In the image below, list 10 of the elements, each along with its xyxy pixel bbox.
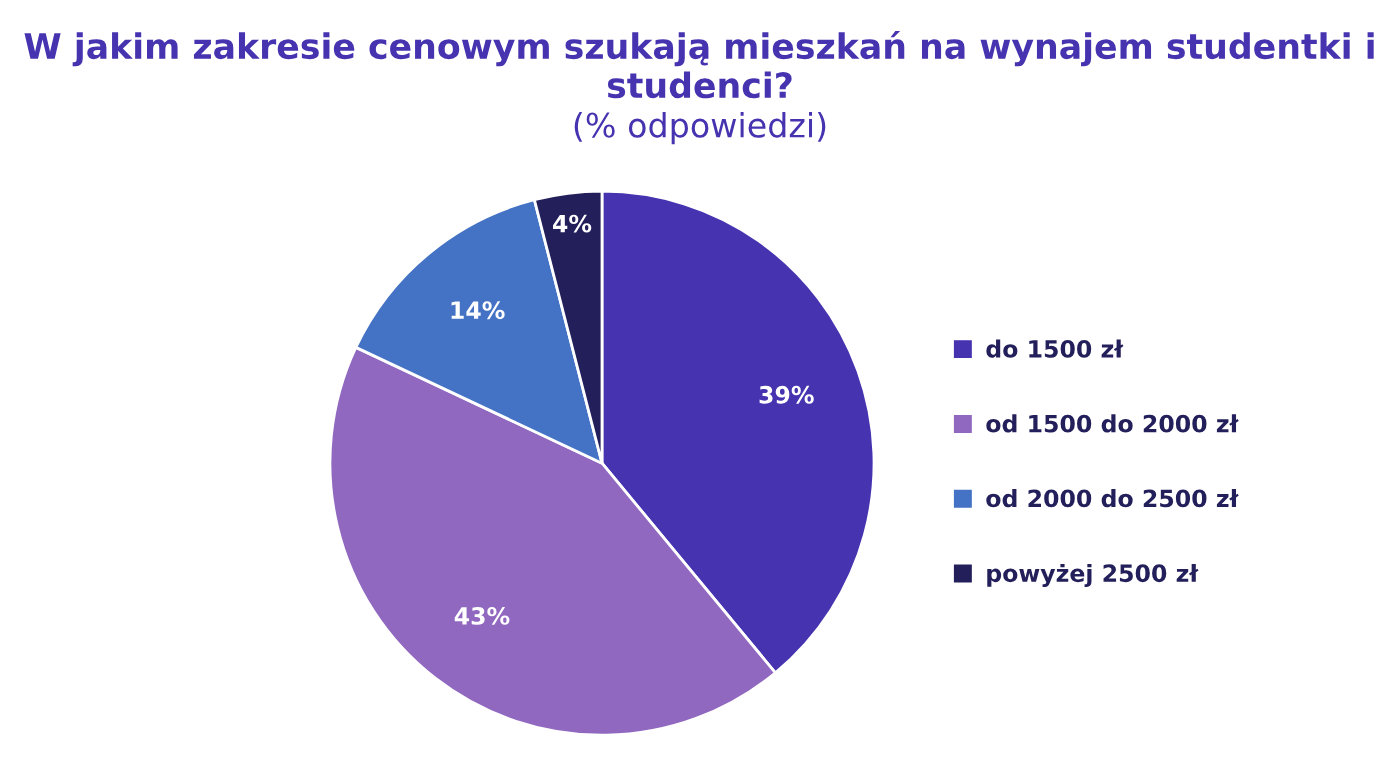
legend-label: powyżej 2500 zł bbox=[987, 563, 1199, 587]
data-label: 43% bbox=[454, 606, 510, 625]
chart-subtitle: (% odpowiedzi) bbox=[574, 111, 826, 145]
data-label: 4% bbox=[553, 214, 592, 233]
data-label: 39% bbox=[759, 385, 814, 404]
legend-label: od 2000 do 2500 zł bbox=[986, 489, 1239, 508]
chart-title: W jakim zakresie cenowym szukają mieszkań na wynajem studentki i studenci? bbox=[24, 30, 1374, 99]
data-label: 14% bbox=[451, 301, 505, 320]
legend-label: od 1500 do 2000 zł bbox=[986, 414, 1239, 433]
legend-label: do 1500 zł bbox=[986, 339, 1124, 358]
